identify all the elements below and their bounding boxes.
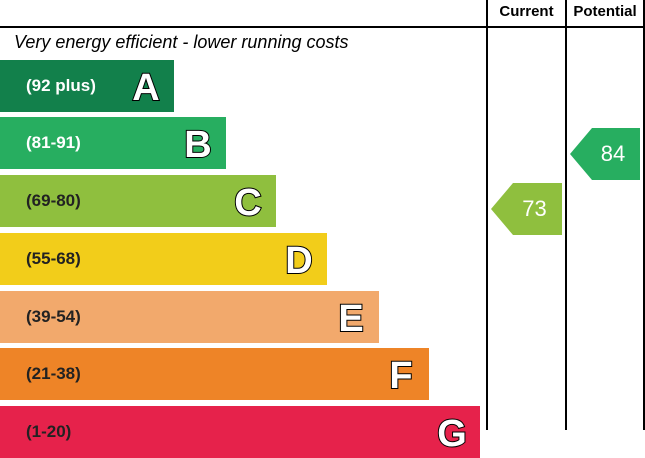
band-f: (21-38) F <box>0 348 429 400</box>
potential-arrow-shape <box>570 128 640 180</box>
band-letter: B <box>183 123 212 164</box>
svg-text:D: D <box>285 240 312 280</box>
band-letter: G <box>436 412 468 453</box>
band-range-label: (39-54) <box>26 307 81 326</box>
header-potential: Potential <box>573 3 637 20</box>
current-rating-value: 73 <box>522 196 547 221</box>
band-c: (69-80) C <box>0 175 276 227</box>
svg-text:F: F <box>389 355 412 395</box>
header-divider <box>0 26 645 28</box>
band-letter: D <box>284 239 313 280</box>
svg-text:A: A <box>132 67 159 107</box>
svg-text:B: B <box>184 124 211 164</box>
svg-text:C: C <box>234 182 261 222</box>
current-rating-arrow: 73 <box>491 183 562 235</box>
band-range-label: (21-38) <box>26 364 81 383</box>
band-range-label: (81-91) <box>26 133 81 152</box>
band-a: (92 plus) A <box>0 60 174 112</box>
band-letter: F <box>388 354 413 395</box>
svg-text:G: G <box>437 413 467 453</box>
current-arrow-shape <box>491 183 562 235</box>
band-letter: E <box>337 297 364 338</box>
band-range-label: (69-80) <box>26 191 81 210</box>
divider-current-left <box>486 0 488 430</box>
header-current: Current <box>499 3 554 20</box>
band-g: (1-20) G <box>0 406 480 458</box>
band-letter: C <box>233 181 262 222</box>
potential-rating-arrow: 84 <box>570 128 640 180</box>
potential-rating-value: 84 <box>600 141 626 166</box>
band-d: (55-68) D <box>0 233 327 285</box>
band-b: (81-91) B <box>0 117 226 169</box>
band-e: (39-54) E <box>0 291 379 343</box>
band-letter: A <box>131 66 160 107</box>
divider-right-edge <box>643 0 645 430</box>
band-range-label: (1-20) <box>26 422 72 441</box>
svg-text:E: E <box>338 298 363 338</box>
top-caption: Very energy efficient - lower running co… <box>14 32 349 52</box>
divider-current-right <box>565 0 567 430</box>
band-range-label: (55-68) <box>26 249 81 268</box>
band-range-label: (92 plus) <box>26 76 96 95</box>
